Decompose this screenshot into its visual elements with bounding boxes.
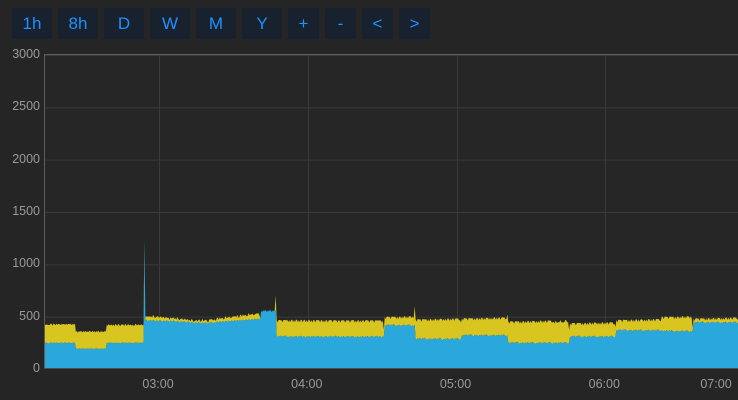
x-tick-label: 05:00 (439, 377, 472, 391)
plot-area[interactable] (44, 54, 738, 368)
range-1h-button[interactable]: 1h (12, 7, 52, 39)
range-year-button[interactable]: Y (242, 7, 282, 39)
y-tick-label: 0 (33, 361, 40, 375)
x-tick-label: 04:00 (291, 377, 323, 391)
series-area-upload (45, 239, 738, 350)
zoom-in-button[interactable]: + (288, 7, 319, 39)
x-axis-labels: 03:00 04:00 05:00 06:00 07:00 (0, 46, 738, 400)
x-tick-label: 03:00 (142, 377, 174, 391)
x-axis-line (44, 368, 738, 369)
y-tick-label: 3000 (12, 47, 40, 61)
chart-svg (45, 55, 738, 368)
range-month-button[interactable]: M (196, 7, 236, 39)
y-tick-label: 2000 (12, 151, 40, 166)
y-axis-labels: 0 500 1000 1500 2000 2500 3000 (0, 46, 40, 400)
y-tick-label: 2500 (12, 99, 40, 114)
range-week-button[interactable]: W (150, 7, 190, 39)
y-tick-label: 1500 (12, 204, 40, 218)
x-tick-label: 07:00 (700, 377, 732, 391)
range-day-button[interactable]: D (104, 7, 144, 39)
y-tick-label: 1000 (12, 256, 40, 271)
x-tick-label: 06:00 (588, 377, 620, 391)
y-tick-label: 500 (19, 308, 40, 323)
chart-container: 0 500 1000 1500 2000 2500 3000 03:00 04:00 05:00… (0, 46, 738, 400)
series-area-download (45, 239, 738, 368)
pan-left-button[interactable]: < (362, 7, 393, 39)
range-8h-button[interactable]: 8h (58, 7, 98, 39)
range-toolbar: 1h 8h D W M Y + - < > (0, 0, 738, 46)
zoom-out-button[interactable]: - (325, 7, 356, 39)
pan-right-button[interactable]: > (399, 7, 430, 39)
